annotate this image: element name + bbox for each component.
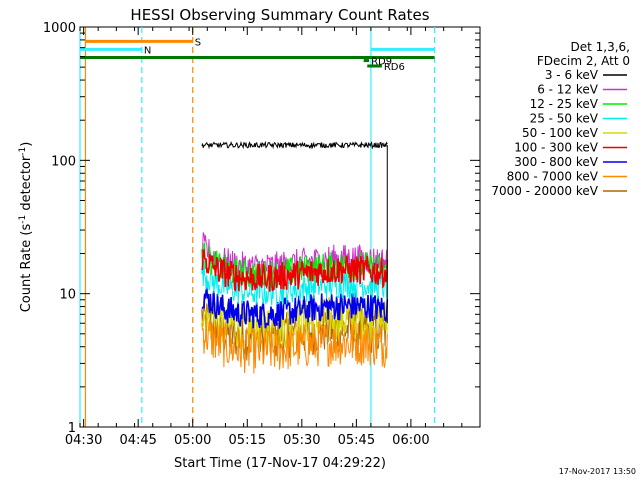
x-tick-label: 05:15 (229, 433, 266, 448)
y-tick-label: 1 (68, 421, 76, 436)
status-bar-label: S (195, 37, 201, 48)
x-tick-label: 06:00 (392, 433, 429, 448)
series-line (201, 248, 389, 292)
series-line (201, 287, 389, 330)
legend-label: 12 - 25 keV (530, 97, 599, 111)
legend-label: 100 - 300 keV (514, 141, 598, 155)
status-bar-label: N (144, 45, 151, 56)
legend-label: 6 - 12 keV (537, 83, 599, 97)
y-tick-label: 1000 (43, 21, 76, 36)
legend-label: 3 - 6 keV (545, 68, 599, 82)
series-line (201, 140, 388, 150)
x-tick-label: 04:45 (119, 433, 156, 448)
chart-title: HESSI Observing Summary Count Rates (130, 6, 429, 24)
y-tick-label: 100 (51, 154, 76, 169)
x-tick-label: 04:30 (65, 433, 102, 448)
series-line (201, 317, 388, 374)
x-tick-label: 05:00 (174, 433, 211, 448)
axes: 04:30 04:45 05:00 05:15 05:30 05:45 06:00 1 10 10… (43, 21, 481, 448)
series-lines (201, 140, 389, 374)
legend-header-1: Det 1,3,6, (571, 40, 631, 54)
legend-label: 300 - 800 keV (514, 155, 598, 169)
x-tick-label: 05:30 (283, 433, 320, 448)
y-tick-label: 10 (59, 288, 76, 303)
legend-header-2: FDecim 2, Att 0 (537, 54, 630, 68)
footer-timestamp: 17-Nov-2017 13:50 (559, 467, 636, 476)
legend-label: 50 - 100 keV (522, 126, 599, 140)
legend-label: 800 - 7000 keV (507, 170, 599, 184)
status-bar-label: RD9 (371, 57, 392, 68)
x-tick-label: 05:45 (338, 433, 375, 448)
status-bar-label: RD6 (384, 62, 405, 73)
series-line (201, 260, 388, 306)
legend-label: 25 - 50 keV (530, 112, 599, 126)
y-axis-label: Count Rate (s-1 detector-1) (18, 142, 34, 313)
vertical-markers (79, 27, 436, 427)
legend-label: 7000 - 20000 keV (491, 184, 598, 198)
x-axis-label: Start Time (17-Nov-17 04:29:22) (174, 456, 386, 471)
